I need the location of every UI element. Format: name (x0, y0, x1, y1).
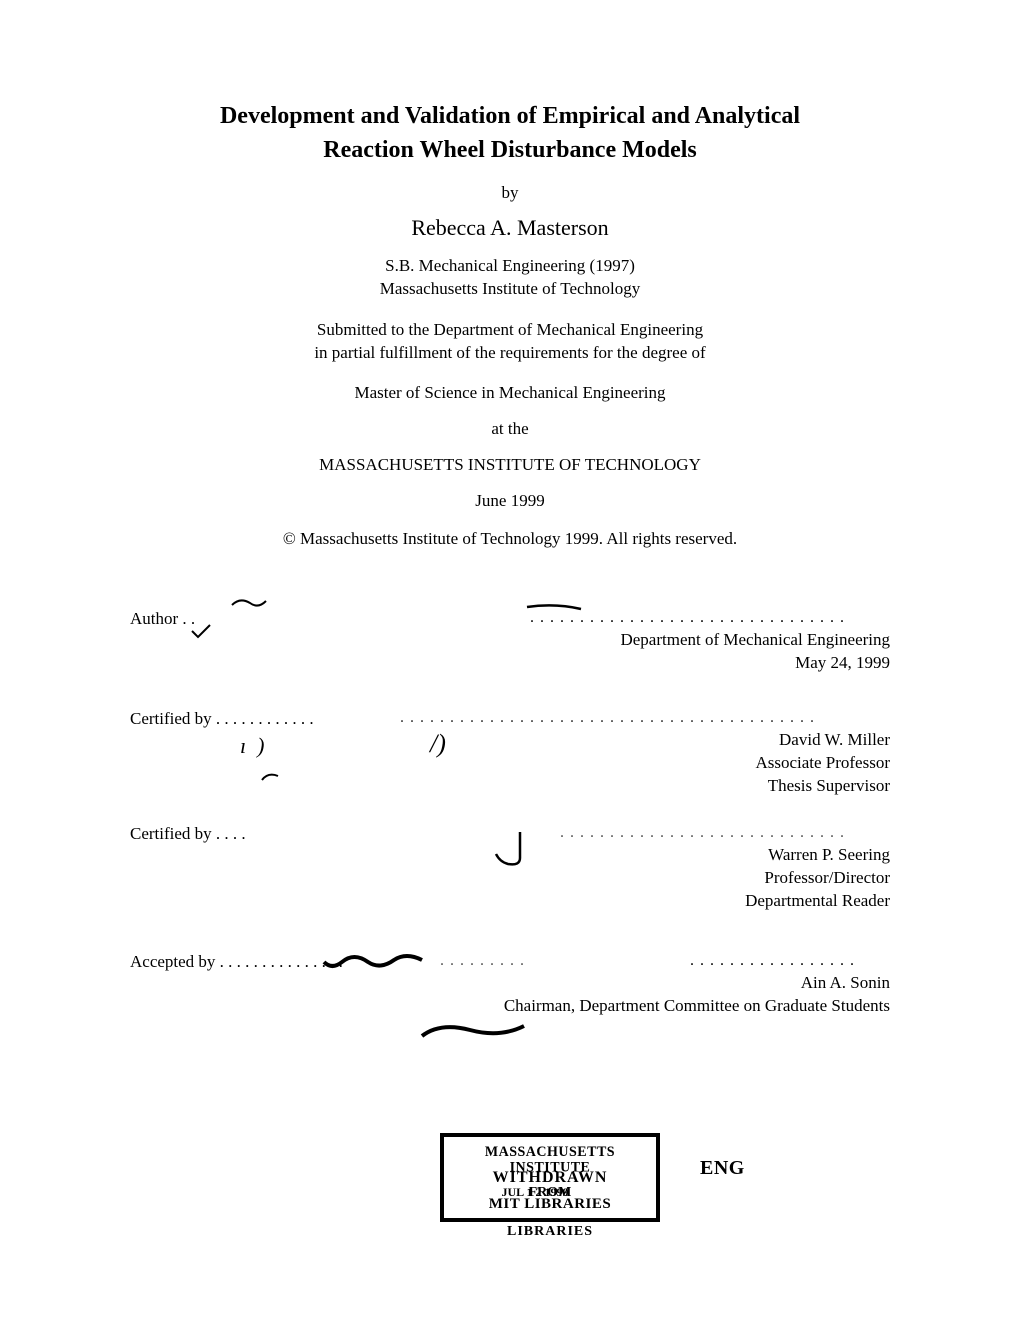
author-sig-label: Author . . (130, 609, 195, 629)
author-signature-block: Author . . . . . . . . . . . . . . . . .… (130, 609, 890, 675)
accept-dotline: . . . . . . . . . . . . . . . . . (690, 952, 855, 970)
cert1-role: Thesis Supervisor (130, 775, 890, 798)
institution: MASSACHUSETTS INSTITUTE OF TECHNOLOGY (130, 455, 890, 475)
author-sig-date: May 24, 1999 (130, 652, 890, 675)
by-label: by (130, 183, 890, 203)
degree-name: Master of Science in Mechanical Engineer… (130, 383, 890, 403)
library-stamp: MASSACHUSETTS INSTITUTE WITHDRAWN FROM J… (440, 1133, 660, 1240)
thesis-title: Development and Validation of Empirical … (130, 100, 890, 167)
cert2-role: Departmental Reader (130, 890, 890, 913)
cert1-dotline: . . . . . . . . . . . . . . . . . . . . … (400, 709, 815, 727)
cert2-title: Professor/Director (130, 867, 890, 890)
cert2-dotline: . . . . . . . . . . . . . . . . . . . . … (560, 824, 845, 842)
initial-mark-2: /) (430, 729, 446, 759)
squiggle-mark (420, 1020, 530, 1042)
prior-degree: S.B. Mechanical Engineering (1997) Massa… (130, 255, 890, 301)
submitted-line-2: in partial fulfillment of the requiremen… (314, 343, 705, 362)
cert2-name: Warren P. Seering (130, 844, 890, 867)
certified-by-2-block: Certified by . . . . . . . . . . . . . .… (130, 824, 890, 913)
accepted-by-block: Accepted by . . . . . . . . . . . . . . … (130, 952, 890, 1018)
at-the: at the (130, 419, 890, 439)
title-line-1: Development and Validation of Empirical … (220, 103, 800, 129)
prior-degree-line-1: S.B. Mechanical Engineering (1997) (385, 256, 635, 275)
thesis-date: June 1999 (130, 491, 890, 511)
submitted-block: Submitted to the Department of Mechanica… (130, 319, 890, 365)
cert1-label: Certified by . . . . . . . . . . . . (130, 709, 314, 729)
stamp-libraries-label: LIBRARIES (440, 1224, 660, 1240)
author-name: Rebecca A. Masterson (130, 215, 890, 241)
author-sig-dotline: . . . . . . . . . . . . . . . . . . . . … (530, 609, 845, 627)
prior-degree-line-2: Massachusetts Institute of Technology (380, 279, 641, 298)
accept-role: Chairman, Department Committee on Gradua… (130, 995, 890, 1018)
stamp-withdrawn: WITHDRAWN (454, 1169, 646, 1187)
title-line-2: Reaction Wheel Disturbance Models (323, 137, 697, 163)
accept-label: Accepted by . . . . . . . . . . . . . . … (130, 952, 343, 972)
stamp-mit-libraries: MIT LIBRARIES (454, 1196, 646, 1213)
accept-name: Ain A. Sonin (130, 972, 890, 995)
accept-mid-dots: . . . . . . . . . (440, 952, 525, 970)
author-sig-dept: Department of Mechanical Engineering (130, 629, 890, 652)
submitted-line-1: Submitted to the Department of Mechanica… (317, 320, 703, 339)
initial-mark-1: ı ) (240, 733, 264, 759)
eng-label: ENG (700, 1157, 745, 1180)
cert2-label: Certified by . . . . (130, 824, 246, 844)
copyright: © Massachusetts Institute of Technology … (130, 529, 890, 549)
certified-by-1-block: Certified by . . . . . . . . . . . . . .… (130, 709, 890, 798)
